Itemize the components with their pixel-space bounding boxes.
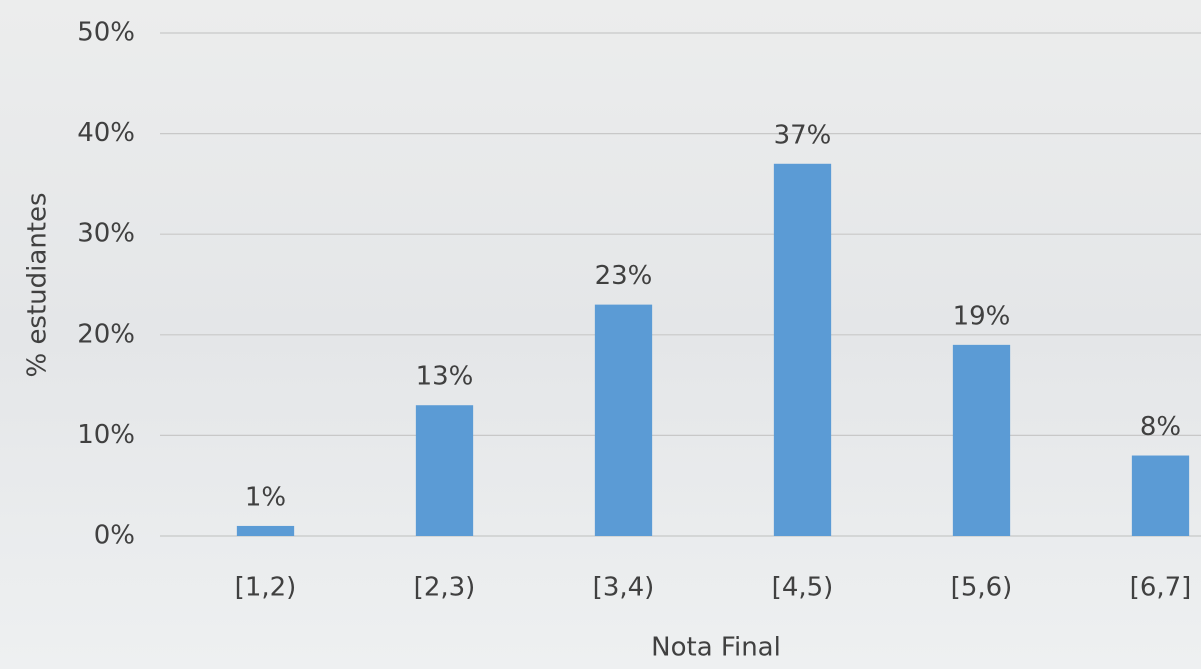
bar bbox=[1131, 455, 1190, 536]
value-label: 37% bbox=[774, 120, 832, 150]
value-label: 23% bbox=[595, 261, 653, 291]
bar bbox=[952, 344, 1011, 536]
value-label: 19% bbox=[953, 301, 1011, 331]
bar bbox=[773, 163, 832, 536]
value-label: 13% bbox=[416, 362, 474, 392]
y-axis-title: % estudiantes bbox=[23, 192, 53, 377]
y-tick-label: 20% bbox=[77, 319, 135, 349]
value-label: 8% bbox=[1140, 412, 1181, 442]
y-tick-label: 50% bbox=[77, 18, 135, 48]
y-tick-label: 30% bbox=[77, 219, 135, 249]
x-tick-label: [4,5) bbox=[772, 573, 834, 603]
y-tick-label: 10% bbox=[77, 420, 135, 450]
x-tick-label: [2,3) bbox=[414, 573, 476, 603]
x-tick-label: [6,7] bbox=[1130, 573, 1192, 603]
bar bbox=[415, 405, 474, 536]
y-tick-label: 40% bbox=[77, 118, 135, 148]
x-tick-label: [3,4) bbox=[593, 573, 655, 603]
x-axis-title: Nota Final bbox=[651, 633, 781, 663]
y-tick-label: 0% bbox=[94, 521, 135, 551]
x-tick-label: [1,2) bbox=[235, 573, 297, 603]
x-tick-label: [5,6) bbox=[951, 573, 1013, 603]
value-label: 1% bbox=[245, 482, 286, 512]
bar bbox=[594, 304, 653, 536]
bar bbox=[236, 525, 295, 536]
